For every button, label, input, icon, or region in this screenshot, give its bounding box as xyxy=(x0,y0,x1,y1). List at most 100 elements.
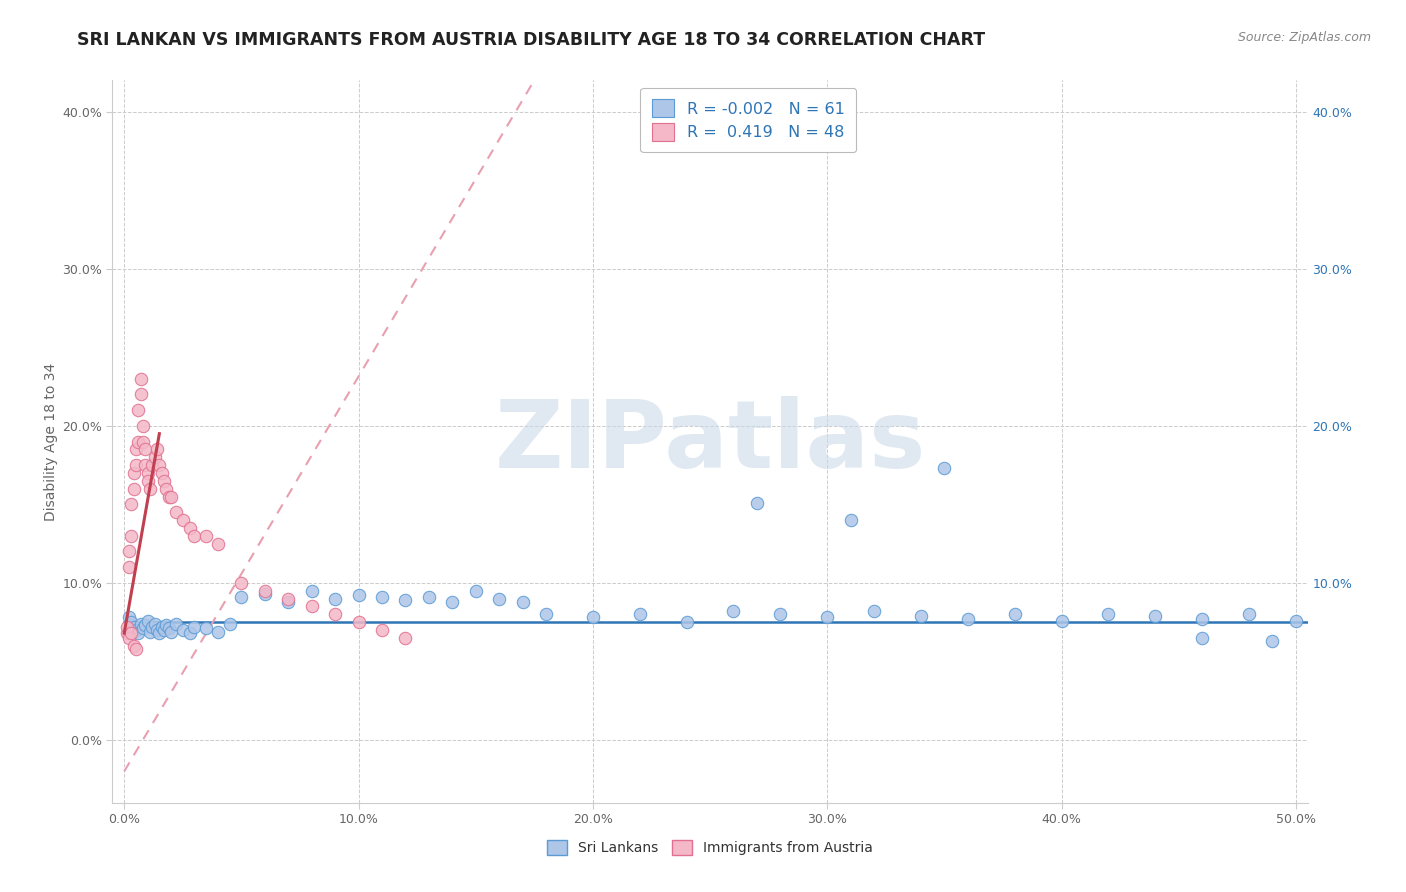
Point xyxy=(165,505,187,519)
Point xyxy=(157,622,180,636)
Point xyxy=(910,608,932,623)
Point xyxy=(418,590,440,604)
Point xyxy=(347,589,370,603)
Point xyxy=(179,521,201,535)
Point xyxy=(441,595,464,609)
Point xyxy=(195,529,218,543)
Point xyxy=(132,418,155,433)
Point xyxy=(141,458,163,472)
Point xyxy=(155,482,177,496)
Point xyxy=(129,387,152,401)
Point xyxy=(125,442,148,457)
Point xyxy=(172,623,194,637)
Point xyxy=(129,616,152,631)
Point xyxy=(183,620,205,634)
Point xyxy=(723,604,745,618)
Point xyxy=(1144,608,1167,623)
Point xyxy=(769,607,792,622)
Point xyxy=(157,490,180,504)
Point xyxy=(120,497,142,511)
Point xyxy=(120,626,142,640)
Point xyxy=(207,624,229,639)
Point xyxy=(1097,607,1119,622)
Point xyxy=(120,529,142,543)
Point xyxy=(146,442,169,457)
Point xyxy=(160,490,183,504)
Point xyxy=(115,626,138,640)
Point xyxy=(125,458,148,472)
Point xyxy=(153,474,176,488)
Point xyxy=(134,618,156,632)
Point xyxy=(143,616,166,631)
Point xyxy=(127,626,149,640)
Point xyxy=(118,544,141,558)
Point xyxy=(148,626,170,640)
Point xyxy=(1050,614,1073,628)
Point xyxy=(277,591,299,606)
Point xyxy=(134,458,156,472)
Point xyxy=(136,474,159,488)
Point xyxy=(745,496,768,510)
Point xyxy=(165,616,187,631)
Point xyxy=(371,590,394,604)
Point xyxy=(136,614,159,628)
Legend: Sri Lankans, Immigrants from Austria: Sri Lankans, Immigrants from Austria xyxy=(541,835,879,861)
Point xyxy=(153,623,176,637)
Point xyxy=(394,631,416,645)
Point xyxy=(839,513,862,527)
Point xyxy=(179,626,201,640)
Point xyxy=(148,458,170,472)
Point xyxy=(347,615,370,630)
Point xyxy=(132,622,155,636)
Point xyxy=(172,513,194,527)
Point xyxy=(534,607,557,622)
Point xyxy=(183,529,205,543)
Point xyxy=(125,623,148,637)
Point xyxy=(132,434,155,449)
Point xyxy=(155,618,177,632)
Point xyxy=(628,607,651,622)
Point xyxy=(118,631,141,645)
Point xyxy=(815,610,838,624)
Point xyxy=(143,450,166,465)
Point xyxy=(301,599,323,614)
Point xyxy=(122,482,145,496)
Point xyxy=(512,595,534,609)
Point xyxy=(120,615,142,630)
Point xyxy=(139,624,162,639)
Point xyxy=(218,616,240,631)
Point xyxy=(1261,634,1284,648)
Point xyxy=(150,466,173,480)
Point xyxy=(150,620,173,634)
Point xyxy=(1191,612,1213,626)
Point xyxy=(394,593,416,607)
Point xyxy=(956,612,979,626)
Point xyxy=(231,590,253,604)
Text: ZIPatlas: ZIPatlas xyxy=(495,395,925,488)
Point xyxy=(231,575,253,590)
Point xyxy=(464,583,486,598)
Point xyxy=(139,482,162,496)
Point xyxy=(253,583,276,598)
Point xyxy=(1285,614,1308,628)
Point xyxy=(207,536,229,550)
Point xyxy=(122,639,145,653)
Text: Source: ZipAtlas.com: Source: ZipAtlas.com xyxy=(1237,31,1371,45)
Point xyxy=(323,607,346,622)
Point xyxy=(146,623,169,637)
Point xyxy=(122,620,145,634)
Point xyxy=(160,624,183,639)
Point xyxy=(253,587,276,601)
Point xyxy=(1237,607,1260,622)
Point xyxy=(122,466,145,480)
Point xyxy=(301,583,323,598)
Point xyxy=(323,591,346,606)
Point xyxy=(934,461,956,475)
Point xyxy=(488,591,510,606)
Point xyxy=(115,620,138,634)
Point xyxy=(195,622,218,636)
Point xyxy=(134,442,156,457)
Point xyxy=(125,641,148,656)
Point xyxy=(1191,631,1213,645)
Point xyxy=(1004,607,1026,622)
